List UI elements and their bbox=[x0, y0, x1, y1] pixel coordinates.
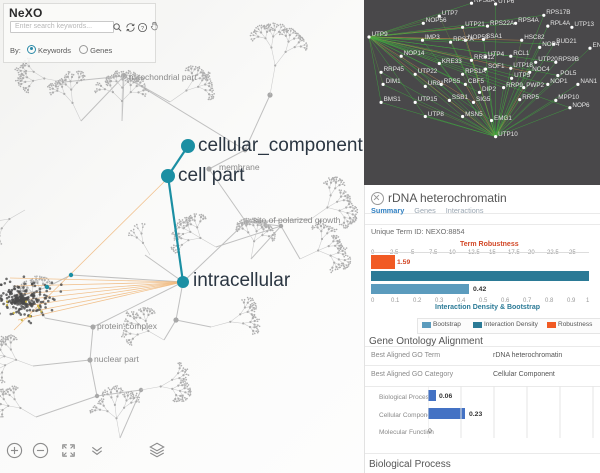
svg-text:0.6: 0.6 bbox=[501, 298, 510, 303]
svg-text:0: 0 bbox=[371, 298, 375, 303]
svg-text:0.4: 0.4 bbox=[457, 298, 466, 303]
svg-text:0.5: 0.5 bbox=[479, 298, 488, 303]
svg-text:1: 1 bbox=[586, 298, 590, 303]
svg-text:?: ? bbox=[141, 26, 144, 32]
svg-text:0.1: 0.1 bbox=[391, 298, 400, 303]
svg-text:0.8: 0.8 bbox=[545, 298, 554, 303]
svg-text:0.9: 0.9 bbox=[567, 298, 576, 303]
svg-text:0.3: 0.3 bbox=[435, 298, 444, 303]
svg-text:0.2: 0.2 bbox=[413, 298, 422, 303]
svg-text:0.7: 0.7 bbox=[523, 298, 532, 303]
